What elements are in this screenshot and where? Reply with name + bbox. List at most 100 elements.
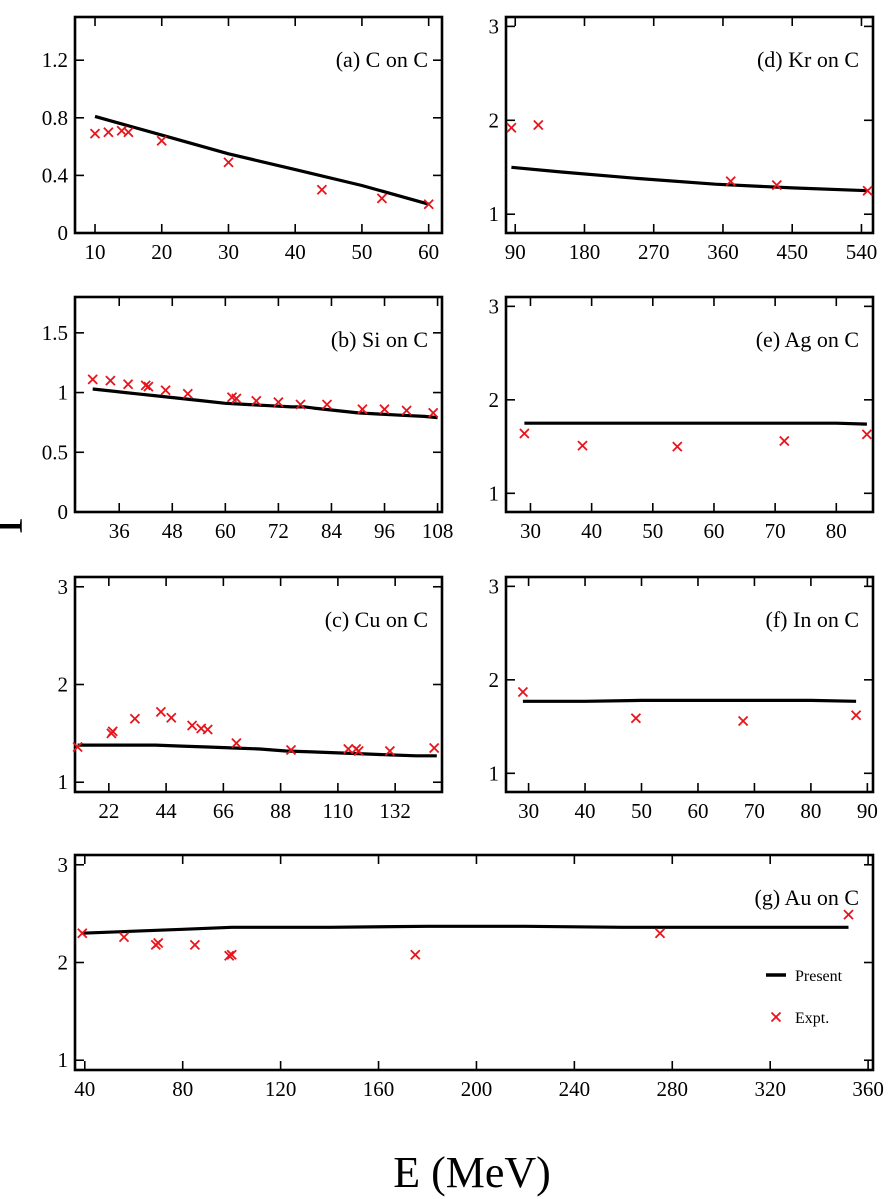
expt-point	[376, 193, 388, 204]
y-tick-label: 0.8	[42, 106, 68, 130]
x-tick-label: 90	[505, 240, 526, 264]
y-tick-label: 0.5	[42, 440, 68, 464]
x-tick-label: 48	[162, 519, 183, 543]
x-tick-label: 60	[418, 240, 439, 264]
x-tick-label: 132	[379, 799, 411, 823]
panel-a: 10 20 30 40 50 60 0 0.4 0.8 1.2 (a) C on C	[42, 15, 444, 264]
present-line-a	[94, 114, 430, 206]
expt-point	[231, 393, 242, 404]
x-tick-label: 60	[215, 519, 236, 543]
y-tick-label: 0	[58, 500, 69, 524]
y-tick-label: 1	[58, 1048, 69, 1072]
legend-expt-marker	[770, 1011, 782, 1023]
y-tick-label: 3	[489, 14, 500, 38]
expt-point	[89, 128, 101, 139]
expt-point	[506, 122, 517, 133]
x-tick-label: 280	[657, 1077, 689, 1101]
x-tick-label: 70	[744, 799, 765, 823]
expt-point	[143, 381, 154, 392]
y-tick-label: 3	[58, 575, 69, 599]
expt-point	[155, 706, 167, 718]
present-line-b	[92, 387, 438, 420]
x-tick-label: 20	[151, 240, 172, 264]
panel-f: 30 40 50 60 70 80 90 1 2 3 (f) In on C	[489, 574, 878, 823]
expt-point	[224, 950, 235, 961]
expt-point	[410, 949, 421, 960]
panel-d-frame	[504, 15, 875, 235]
expt-point	[251, 395, 262, 407]
expt-point	[379, 404, 390, 415]
expt-point	[862, 185, 873, 196]
expt-point	[654, 928, 666, 939]
y-tick-label: 1	[489, 481, 500, 505]
panel-b-frame	[73, 295, 444, 514]
panel-g-frame	[73, 853, 875, 1072]
expt-point	[423, 199, 434, 210]
y-tick-label: 1.2	[42, 48, 68, 72]
expt-point	[343, 743, 354, 755]
expt-point	[223, 157, 234, 168]
expt-point	[321, 399, 333, 410]
expt-point	[118, 931, 130, 943]
expt-point	[226, 949, 237, 960]
panel-e-title: (e) Ag on C	[756, 327, 859, 352]
expt-point	[166, 712, 177, 723]
expt-point	[123, 127, 134, 138]
y-tick-label: 2	[489, 388, 500, 412]
x-tick-label: 50	[351, 240, 372, 264]
y-tick-label: 0	[58, 221, 69, 245]
expt-point	[316, 184, 328, 195]
panel-d: 90 180 270 360 450 540 1 2 3 (d) Kr on C	[489, 14, 878, 264]
x-tick-label: 200	[461, 1077, 493, 1101]
y-tick-label: 2	[489, 668, 500, 692]
present-line-g	[82, 924, 849, 935]
x-tick-label: 40	[575, 799, 596, 823]
present-line-c	[77, 743, 437, 758]
y-tick-label: 1	[58, 770, 69, 794]
expt-point	[140, 380, 151, 391]
expt-point	[428, 407, 439, 419]
x-tick-label: 120	[265, 1077, 297, 1101]
x-tick-label: 30	[518, 799, 539, 823]
x-tick-label: 84	[321, 519, 343, 543]
x-tick-label: 88	[270, 799, 291, 823]
x-tick-label: 450	[776, 240, 808, 264]
expt-point	[771, 179, 782, 191]
expt-point	[843, 909, 854, 920]
expt-point	[182, 388, 193, 399]
panel-c-title: (c) Cu on C	[325, 607, 428, 632]
y-tick-label: 1	[58, 381, 69, 405]
x-tick-label: 44	[156, 799, 178, 823]
x-tick-label: 270	[638, 240, 670, 264]
x-tick-label: 72	[268, 519, 289, 543]
expt-point	[202, 724, 213, 735]
present-line-f	[522, 698, 857, 703]
y-tick-label: 2	[58, 951, 69, 975]
x-tick-label: 60	[703, 519, 724, 543]
expt-point	[273, 396, 284, 408]
expt-point	[189, 939, 201, 951]
expt-point	[630, 713, 642, 724]
expt-point	[429, 742, 440, 754]
x-tick-label: 160	[363, 1077, 395, 1101]
x-tick-label: 40	[285, 240, 306, 264]
expt-point	[107, 726, 118, 737]
x-tick-label: 540	[846, 240, 878, 264]
x-tick-label: 30	[520, 519, 541, 543]
panel-a-title: (a) C on C	[336, 47, 428, 72]
y-tick-label: 3	[489, 294, 500, 318]
x-tick-label: 108	[422, 519, 454, 543]
x-tick-label: 110	[323, 799, 354, 823]
x-tick-label: 80	[826, 519, 847, 543]
x-tick-label: 22	[98, 799, 119, 823]
x-tick-label: 360	[852, 1077, 884, 1101]
expt-point	[122, 379, 134, 390]
expt-point	[725, 176, 736, 187]
x-tick-label: 80	[172, 1077, 193, 1101]
expt-point	[105, 375, 116, 386]
expt-point	[231, 737, 242, 749]
present-line-d	[511, 165, 868, 193]
x-tick-label: 90	[857, 799, 878, 823]
expt-point	[861, 429, 873, 440]
